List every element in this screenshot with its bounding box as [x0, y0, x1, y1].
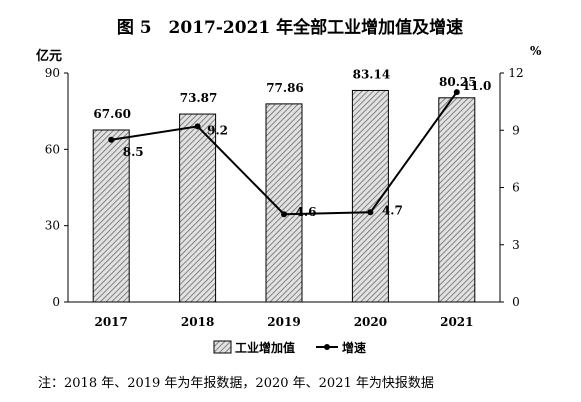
y-left-tick-label: 60	[45, 142, 60, 156]
y-left-tick-label: 30	[45, 219, 60, 233]
bar	[438, 97, 476, 303]
bar-value-label: 77.86	[266, 81, 304, 95]
y-right-tick-label: 0	[512, 295, 520, 309]
growth-value-label: 9.2	[207, 123, 228, 137]
bar-value-label: 67.60	[93, 107, 131, 121]
x-tick-label: 2021	[440, 315, 473, 329]
growth-value-label: 4.6	[296, 205, 317, 219]
bar-series	[92, 89, 476, 303]
legend-line-label: 增速	[342, 340, 366, 355]
y-right-tick-label: 12	[508, 66, 523, 80]
y-right-unit: %	[530, 44, 542, 58]
bar-value-label: 80.25	[439, 75, 477, 89]
growth-value-label: 4.7	[382, 203, 403, 217]
bar	[92, 129, 130, 303]
legend-bar-label: 工业增加值	[235, 340, 295, 355]
footnote: 注：2018 年、2019 年为年报数据，2020 年、2021 年为快报数据	[38, 376, 434, 391]
growth-value-label: 11.0	[462, 79, 491, 93]
data-labels: 67.60 73.87 77.86 83.14 80.25 8.5 9.2 4.6 4.7 11.…	[93, 67, 491, 219]
axes: 0 30 60 90 0 3 6 9 12 2017 2018 2019 2020 2021	[45, 66, 524, 329]
growth-point	[453, 89, 460, 96]
y-right-tick-label: 6	[512, 181, 520, 195]
bar	[179, 113, 217, 303]
x-tick-label: 2020	[354, 315, 387, 329]
growth-value-label: 8.5	[123, 145, 144, 159]
bar-value-label: 83.14	[353, 67, 391, 81]
legend: 工业增加值 增速	[213, 340, 366, 355]
legend-bar-swatch	[213, 340, 232, 354]
x-tick-label: 2018	[181, 315, 214, 329]
x-tick-label: 2017	[94, 315, 127, 329]
x-tick-label: 2019	[267, 315, 300, 329]
y-left-tick-label: 0	[52, 295, 60, 309]
growth-point	[108, 136, 115, 143]
growth-point	[367, 209, 374, 216]
growth-point	[194, 123, 201, 130]
y-right-tick-label: 9	[512, 123, 520, 137]
y-right-tick-label: 3	[512, 238, 520, 252]
bar-value-label: 73.87	[180, 91, 218, 105]
growth-point	[281, 211, 287, 218]
bar	[265, 103, 303, 303]
y-left-tick-label: 90	[45, 66, 60, 80]
y-left-unit: 亿元	[36, 48, 62, 64]
chart-title: 图 5 2017-2021 年全部工业增加值及增速	[117, 17, 463, 38]
growth-line-series	[108, 89, 460, 218]
legend-line-marker	[324, 344, 330, 350]
